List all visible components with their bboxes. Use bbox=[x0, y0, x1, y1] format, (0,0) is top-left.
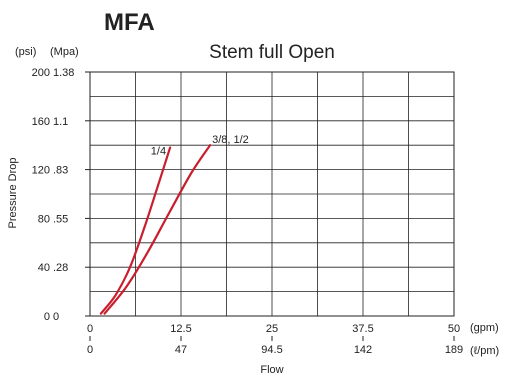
x-tick-label-primary: 37.5 bbox=[352, 323, 373, 335]
series-label-1: 1/4 bbox=[151, 146, 166, 158]
x-axis-label: Flow bbox=[260, 364, 283, 376]
y-tick-label-secondary: 0 bbox=[53, 311, 59, 323]
chart-heading: MFA bbox=[104, 9, 155, 36]
series-label-2: 3/8, 1/2 bbox=[212, 134, 249, 146]
x-tick-label-secondary: 94.5 bbox=[261, 344, 282, 356]
y-tick-label-primary: 200 bbox=[32, 67, 50, 79]
y-tick-label-secondary: 1.38 bbox=[53, 67, 74, 79]
x-tick-label-secondary: 0 bbox=[87, 344, 93, 356]
y-tick-label-primary: 80 bbox=[38, 213, 50, 225]
x-tick-label-secondary: 142 bbox=[354, 344, 372, 356]
x-tick-label-secondary: 189 bbox=[445, 344, 463, 356]
chart-title: Stem full Open bbox=[209, 42, 335, 63]
y-tick-label-secondary: .28 bbox=[53, 262, 68, 274]
series-lines bbox=[99, 144, 212, 315]
y-tick-label-secondary: .83 bbox=[53, 165, 68, 177]
y-tick-label-secondary: 1.1 bbox=[53, 116, 68, 128]
series-labels: 1/4 3/8, 1/2 bbox=[151, 134, 249, 157]
y-unit-secondary: (Mpa) bbox=[50, 46, 79, 58]
y-tick-label-secondary: .55 bbox=[53, 213, 68, 225]
grid bbox=[89, 71, 455, 317]
x-tick-label-primary: 50 bbox=[448, 323, 460, 335]
x-unit-primary: (gpm) bbox=[470, 322, 499, 334]
x-tick-label-secondary: 47 bbox=[175, 344, 187, 356]
x-unit-secondary: (ℓ/pm) bbox=[470, 345, 499, 357]
y-tick-label-primary: 0 bbox=[44, 311, 50, 323]
x-tick-label-primary: 0 bbox=[87, 323, 93, 335]
y-unit-primary: (psi) bbox=[15, 46, 36, 58]
y-axis-label: Pressure Drop bbox=[7, 158, 19, 229]
x-tick-label-primary: 12.5 bbox=[170, 323, 191, 335]
plot-frame bbox=[89, 71, 455, 317]
y-tick-label-primary: 40 bbox=[38, 262, 50, 274]
x-tick-label-primary: 25 bbox=[266, 323, 278, 335]
y-tick-label-primary: 160 bbox=[32, 116, 50, 128]
y-tick-label-primary: 120 bbox=[32, 165, 50, 177]
series-line-1 bbox=[99, 146, 172, 315]
series-line-2 bbox=[103, 144, 212, 315]
